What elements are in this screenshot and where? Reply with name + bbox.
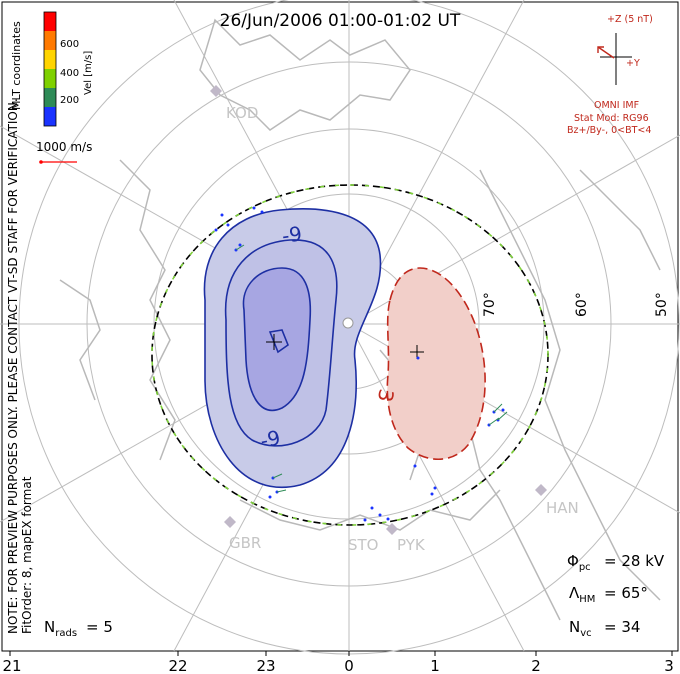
- station-label-gbr: GBR: [229, 534, 261, 552]
- station-label-sto: STO: [348, 536, 379, 554]
- contour-label-positive: 3: [373, 387, 399, 404]
- fit-order-note: FitOrder: 8, mapEX format: [20, 476, 34, 634]
- vector-scale-label: 1000 m/s: [36, 140, 92, 154]
- lat-label-50: 50°: [654, 292, 670, 317]
- colorbar-tick-400: 400: [60, 68, 79, 79]
- boundary-green-dashes: [151, 184, 549, 526]
- lat-label-60: 60°: [574, 292, 590, 317]
- station-label-han: HAN: [546, 499, 579, 517]
- negative-minimum-marker: [266, 334, 282, 350]
- imf-y-label: +Y: [626, 58, 640, 69]
- mlt-coordinates-label: MLT coordinates: [10, 21, 23, 110]
- lat-label-70: 70°: [482, 292, 498, 317]
- imf-vector: [597, 46, 615, 59]
- colorbar-tick-600: 600: [60, 39, 79, 50]
- station-label-kod: KOD: [226, 104, 258, 122]
- negative-cell-core: [242, 267, 312, 412]
- imf-stat-mod: Stat Mod: RG96: [574, 113, 649, 124]
- station-markers: [210, 85, 547, 535]
- phi-pc-value: = 28 kV: [604, 552, 665, 570]
- vector-scale-arrow: [39, 160, 77, 164]
- positive-maximum-marker: [410, 345, 424, 359]
- n-rads-value: = 5: [86, 618, 113, 636]
- mlt-tick-23: 23: [256, 657, 275, 674]
- mlt-tick-2: 2: [531, 657, 541, 674]
- velocity-vector-arrows: [235, 244, 508, 493]
- imf-z-label: +Z (5 nT): [607, 14, 653, 25]
- mlt-tick-3: 3: [664, 657, 674, 674]
- n-vc-value: = 34: [604, 618, 640, 636]
- mlt-axis-ticks: [9, 651, 673, 656]
- contour-label-negative-top: -9: [280, 221, 303, 248]
- contour-label-negative-bottom: -9: [258, 425, 283, 453]
- station-label-pyk: PYK: [397, 536, 426, 554]
- imf-condition: Bz+/By-, 0<BT<4: [567, 125, 651, 136]
- map-title: 26/Jun/2006 01:00-01:02 UT: [220, 11, 461, 31]
- preview-note: NOTE: FOR PREVIEW PURPOSES ONLY. PLEASE …: [6, 98, 20, 634]
- imf-clock: [600, 33, 632, 85]
- mlt-tick-21: 21: [2, 657, 21, 674]
- negative-cell-minimum: [268, 329, 289, 354]
- mlt-tick-1: 1: [430, 657, 440, 674]
- mlt-tick-0: 0: [344, 657, 354, 674]
- colorbar-label: Vel [m/s]: [83, 51, 94, 95]
- imf-source: OMNI IMF: [594, 100, 639, 111]
- positive-cell: [386, 267, 486, 460]
- mlt-tick-22: 22: [168, 657, 187, 674]
- lambda-hm-value: = 65°: [604, 584, 648, 602]
- colorbar-tick-200: 200: [60, 95, 79, 106]
- pole-marker: [342, 317, 354, 329]
- velocity-colorbar: [43, 11, 57, 127]
